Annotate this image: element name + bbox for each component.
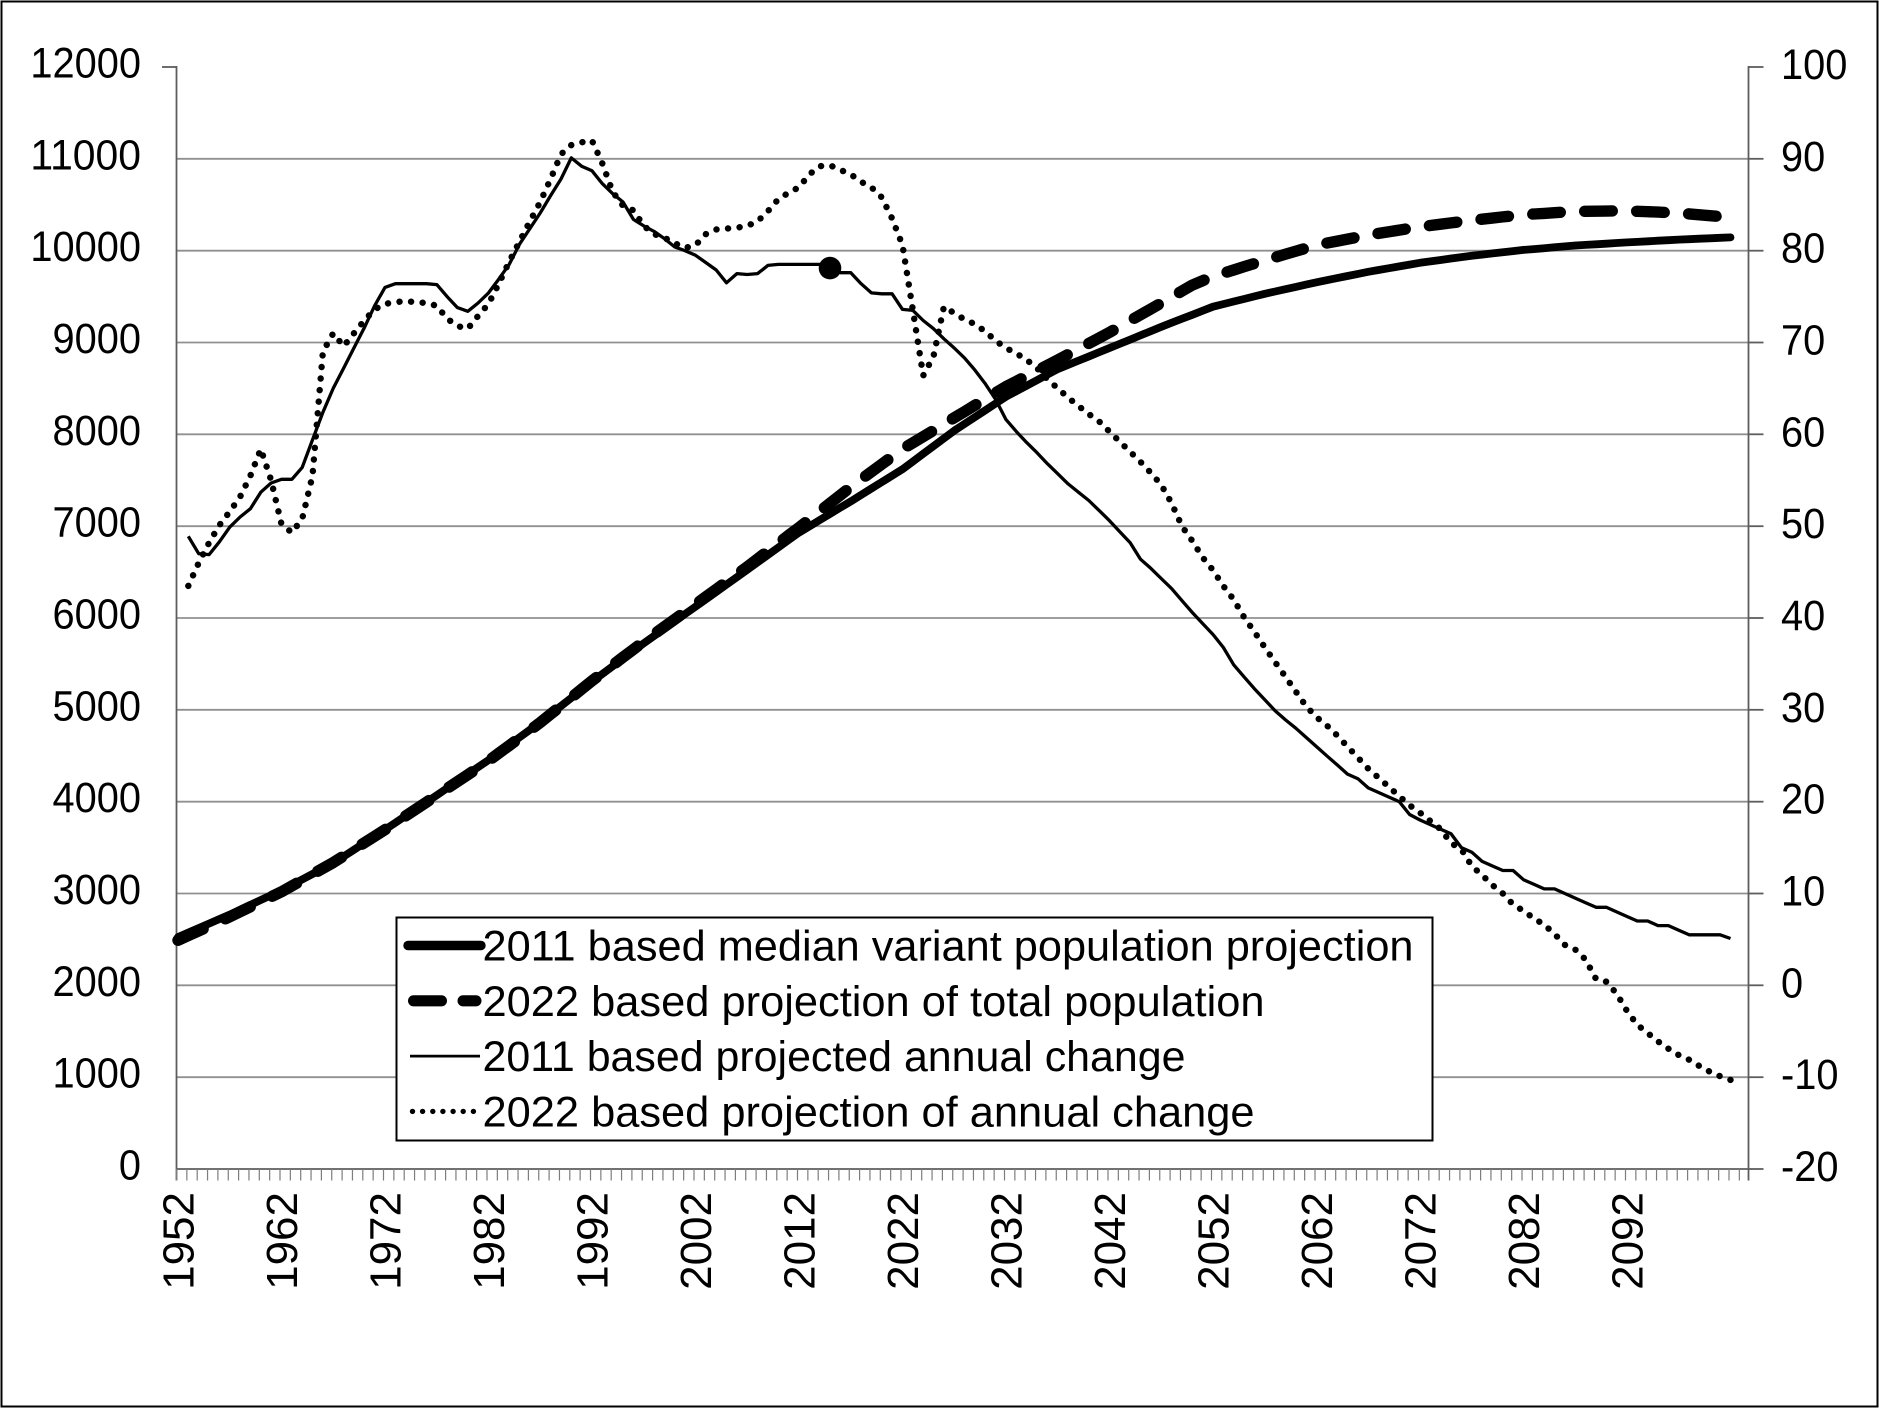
svg-text:-10: -10 <box>1781 1051 1839 1099</box>
svg-text:2032: 2032 <box>983 1192 1032 1290</box>
svg-text:100: 100 <box>1781 41 1847 89</box>
svg-text:1982: 1982 <box>465 1192 514 1290</box>
svg-text:-20: -20 <box>1781 1143 1839 1191</box>
svg-text:8000: 8000 <box>53 407 142 455</box>
svg-text:80: 80 <box>1781 225 1825 273</box>
svg-text:30: 30 <box>1781 684 1825 732</box>
svg-text:10000: 10000 <box>30 223 141 271</box>
svg-text:2042: 2042 <box>1086 1192 1135 1290</box>
svg-text:90: 90 <box>1781 133 1825 181</box>
svg-text:2000: 2000 <box>53 958 142 1006</box>
svg-text:6000: 6000 <box>53 591 142 639</box>
svg-text:12000: 12000 <box>30 40 141 88</box>
svg-text:1972: 1972 <box>362 1192 411 1290</box>
svg-text:4000: 4000 <box>53 774 142 822</box>
svg-text:2082: 2082 <box>1500 1192 1549 1290</box>
svg-text:2011 based projected annual ch: 2011 based projected annual change <box>483 1033 1186 1081</box>
svg-text:2022 based projection of annua: 2022 based projection of annual change <box>483 1088 1255 1136</box>
svg-text:2012: 2012 <box>776 1192 825 1290</box>
svg-text:40: 40 <box>1781 592 1825 640</box>
svg-text:20: 20 <box>1781 776 1825 824</box>
svg-text:9000: 9000 <box>53 315 142 363</box>
svg-text:2072: 2072 <box>1397 1192 1446 1290</box>
svg-text:1992: 1992 <box>569 1192 618 1290</box>
svg-text:11000: 11000 <box>30 131 141 179</box>
svg-text:1000: 1000 <box>53 1050 142 1098</box>
svg-text:2002: 2002 <box>672 1192 721 1290</box>
svg-text:70: 70 <box>1781 317 1825 365</box>
svg-text:1952: 1952 <box>155 1192 204 1290</box>
svg-text:5000: 5000 <box>53 682 142 730</box>
svg-text:50: 50 <box>1781 500 1825 548</box>
svg-text:0: 0 <box>119 1142 141 1190</box>
svg-text:2022: 2022 <box>879 1192 928 1290</box>
svg-text:2092: 2092 <box>1604 1192 1653 1290</box>
svg-text:7000: 7000 <box>53 499 142 547</box>
svg-text:0: 0 <box>1781 959 1803 1007</box>
svg-text:2022 based projection of total: 2022 based projection of total populatio… <box>483 978 1265 1026</box>
svg-text:10: 10 <box>1781 868 1825 916</box>
svg-text:2062: 2062 <box>1293 1192 1342 1290</box>
svg-text:2052: 2052 <box>1190 1192 1239 1290</box>
svg-text:3000: 3000 <box>53 866 142 914</box>
svg-text:60: 60 <box>1781 408 1825 456</box>
svg-text:1962: 1962 <box>258 1192 307 1290</box>
svg-text:2011 based median variant popu: 2011 based median variant population pro… <box>483 923 1414 971</box>
